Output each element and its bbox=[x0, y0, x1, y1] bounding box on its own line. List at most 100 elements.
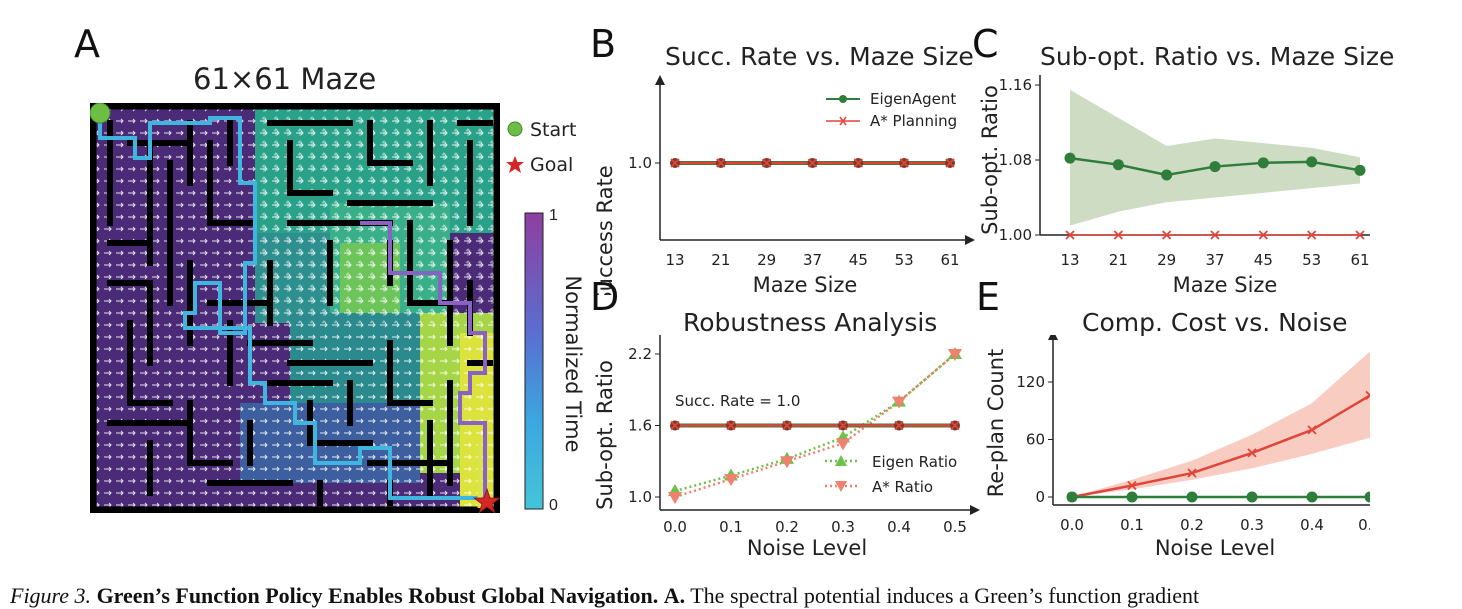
e-ylabel: Re-plan Count bbox=[984, 349, 1008, 498]
c-xtick-label: 53 bbox=[1302, 251, 1321, 269]
b-astar-point bbox=[899, 158, 909, 168]
d-legend-astar-marker bbox=[835, 481, 847, 492]
d-astar-ratio-point bbox=[836, 438, 850, 451]
chart-b: 13 21 29 37 45 53 61 1.0 Success Rate Maze Size… bbox=[593, 75, 975, 295]
e-xlabel: Noise Level bbox=[1155, 536, 1275, 560]
caption-label: Figure 3. bbox=[10, 583, 92, 608]
c-xtick-label: 29 bbox=[1157, 251, 1176, 269]
chart-c: 13 21 29 37 45 53 61 1.16 1.08 1.00 Sub-opt. Rati… bbox=[978, 75, 1370, 295]
c-ytick-label: 1.08 bbox=[999, 151, 1032, 169]
b-astar-point bbox=[853, 158, 863, 168]
d-astar-point bbox=[782, 420, 792, 431]
e-xtick-label: 0.4 bbox=[1300, 516, 1324, 534]
d-xtick-label: 0.5 bbox=[943, 518, 967, 536]
b-ylabel: Success Rate bbox=[593, 165, 617, 295]
d-xlabel: Noise Level bbox=[747, 536, 867, 560]
e-xtick-label: 0.5 bbox=[1358, 516, 1370, 534]
panel-a-title: 61×61 Maze bbox=[193, 62, 377, 96]
c-eigen-point bbox=[1257, 157, 1269, 169]
c-eigen-point bbox=[1306, 156, 1318, 168]
x-axis-arrow bbox=[965, 235, 975, 245]
d-annotation: Succ. Rate = 1.0 bbox=[675, 392, 800, 410]
caption-panel: A. bbox=[663, 583, 686, 608]
c-eigen-point bbox=[1161, 169, 1173, 181]
d-astar-ratio-point bbox=[668, 492, 682, 504]
d-xtick-label: 0.1 bbox=[719, 518, 743, 536]
c-astar-point bbox=[1162, 230, 1172, 240]
path-blue bbox=[98, 113, 490, 500]
e-astar-point bbox=[1187, 468, 1197, 478]
c-astar-point bbox=[1113, 230, 1123, 240]
b-xtick-label: 45 bbox=[849, 251, 868, 269]
e-astar-point bbox=[1247, 448, 1257, 458]
panel-d-title: Robustness Analysis bbox=[683, 308, 938, 337]
legend-start-label: Start bbox=[530, 119, 577, 141]
d-ylabel: Sub-opt. Ratio bbox=[593, 360, 617, 510]
e-series-astar-line bbox=[1071, 394, 1370, 499]
d-legend-eigen: Eigen Ratio bbox=[872, 453, 957, 471]
c-xtick-label: 45 bbox=[1254, 251, 1273, 269]
e-xtick-label: 0.0 bbox=[1060, 516, 1084, 534]
b-xtick-label: 53 bbox=[895, 251, 914, 269]
c-eigen-point bbox=[1112, 159, 1124, 171]
d-ytick-label: 1.0 bbox=[628, 488, 652, 506]
e-astar-point bbox=[1307, 425, 1317, 435]
c-xlabel: Maze Size bbox=[1173, 273, 1278, 295]
colorbar bbox=[524, 212, 544, 510]
b-xtick-label: 61 bbox=[940, 251, 959, 269]
d-series-astar-ratio-line bbox=[674, 353, 956, 499]
d-astar-ratio-point bbox=[780, 456, 794, 469]
b-astar-point bbox=[807, 158, 818, 168]
e-ytick-label: 0 bbox=[1035, 488, 1045, 506]
d-astar-ratio-point bbox=[892, 396, 906, 409]
start-legend-icon bbox=[507, 121, 523, 137]
b-legend-astar: A* Planning bbox=[870, 112, 957, 130]
panel-b-title: Succ. Rate vs. Maze Size bbox=[665, 42, 974, 71]
d-xtick-label: 0.4 bbox=[887, 518, 911, 536]
d-astar-ratio-point bbox=[948, 349, 962, 361]
b-xtick-label: 37 bbox=[803, 251, 822, 269]
panel-e-letter: E bbox=[976, 275, 1001, 319]
c-ytick-label: 1.16 bbox=[999, 76, 1032, 94]
figure-caption: Figure 3. Green’s Function Policy Enable… bbox=[10, 583, 1462, 609]
chart-d: 0.0 0.1 0.2 0.3 0.4 0.5 2.2 1.6 1.0 Sub-opt. Rat… bbox=[593, 335, 980, 560]
e-eigen-point bbox=[1364, 491, 1370, 503]
colorbar-max-label: 1 bbox=[549, 207, 558, 224]
b-legend-astar-marker bbox=[839, 116, 847, 126]
d-series-eigen-ratio-line bbox=[674, 353, 956, 493]
goal-legend-icon bbox=[506, 156, 524, 173]
b-legend-eigen-marker bbox=[839, 95, 847, 103]
c-ytick-label: 1.00 bbox=[999, 226, 1032, 244]
d-legend-astar: A* Ratio bbox=[872, 478, 933, 496]
e-astar-point bbox=[1127, 480, 1137, 491]
maze-goal-marker bbox=[472, 487, 500, 513]
c-astar-point bbox=[1307, 230, 1317, 240]
c-xtick-label: 21 bbox=[1109, 251, 1128, 269]
d-astar-point bbox=[838, 420, 848, 431]
e-eigen-point bbox=[1246, 491, 1258, 503]
b-astar-point bbox=[670, 158, 680, 168]
y-axis-arrow bbox=[1048, 335, 1058, 340]
legend-goal-label: Goal bbox=[530, 154, 574, 176]
e-xtick-label: 0.3 bbox=[1240, 516, 1264, 534]
b-astar-point bbox=[945, 158, 955, 168]
maze-walls bbox=[90, 103, 500, 513]
c-eigen-point bbox=[1354, 164, 1366, 176]
panel-b-letter: B bbox=[590, 22, 617, 66]
b-xtick-label: 13 bbox=[665, 251, 684, 269]
colorbar-min-label: 0 bbox=[549, 497, 558, 514]
b-xtick-label: 21 bbox=[711, 251, 730, 269]
b-legend-eigen: EigenAgent bbox=[870, 90, 956, 108]
b-ytick-label: 1.0 bbox=[628, 154, 652, 172]
c-eigen-point bbox=[1209, 161, 1221, 173]
d-astar-point bbox=[950, 420, 960, 431]
b-xtick-label: 29 bbox=[757, 251, 776, 269]
e-ytick-label: 60 bbox=[1026, 431, 1045, 449]
chart-e: 0.0 0.1 0.2 0.3 0.4 0.5 120 60 0 Re-plan Count N… bbox=[984, 335, 1370, 560]
x-axis-arrow bbox=[970, 505, 980, 515]
d-astar-point bbox=[670, 420, 680, 431]
path-purple bbox=[360, 221, 487, 503]
panel-c-letter: C bbox=[972, 22, 999, 66]
c-astar-point bbox=[1355, 230, 1365, 240]
maze-start-marker bbox=[90, 103, 111, 124]
